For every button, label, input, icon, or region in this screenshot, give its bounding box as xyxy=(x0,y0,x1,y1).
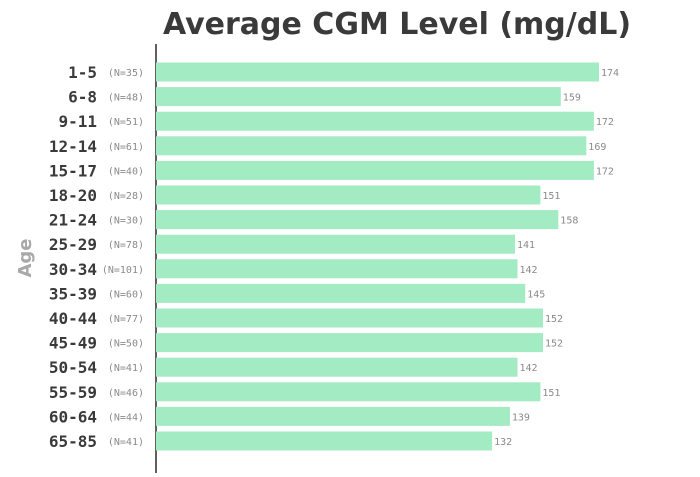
category-label-15-17: 15-17 xyxy=(49,161,97,180)
category-label-65-85: 65-85 xyxy=(49,432,97,451)
category-label-30-34: 30-34 xyxy=(49,260,97,279)
category-label-18-20: 18-20 xyxy=(49,186,97,205)
value-label-1-5: 174 xyxy=(601,68,619,79)
count-label-21-24: (N=30) xyxy=(108,216,144,227)
bar-35-39 xyxy=(156,283,526,303)
count-label-18-20: (N=28) xyxy=(108,191,144,202)
value-label-25-29: 141 xyxy=(517,240,535,251)
count-label-30-34: (N=101) xyxy=(102,265,144,276)
count-label-25-29: (N=78) xyxy=(108,240,144,251)
category-label-50-54: 50-54 xyxy=(49,358,97,377)
count-label-60-64: (N=44) xyxy=(108,412,144,423)
bar-18-20 xyxy=(156,185,541,205)
count-label-40-44: (N=77) xyxy=(108,314,144,325)
count-label-1-5: (N=35) xyxy=(108,68,144,79)
count-label-12-14: (N=61) xyxy=(108,142,144,153)
value-label-15-17: 172 xyxy=(596,166,614,177)
category-label-1-5: 1-5 xyxy=(68,63,97,82)
value-label-50-54: 142 xyxy=(520,363,538,374)
category-label-25-29: 25-29 xyxy=(49,235,97,254)
count-label-6-8: (N=48) xyxy=(108,93,144,104)
bar-45-49 xyxy=(156,333,543,353)
value-label-40-44: 152 xyxy=(545,314,563,325)
y-axis-label: Age xyxy=(15,238,36,277)
bar-50-54 xyxy=(156,357,518,377)
bar-30-34 xyxy=(156,259,518,279)
category-label-60-64: 60-64 xyxy=(49,407,97,426)
bar-25-29 xyxy=(156,234,515,254)
value-label-12-14: 169 xyxy=(588,142,606,153)
category-label-9-11: 9-11 xyxy=(58,112,97,131)
count-label-65-85: (N=41) xyxy=(108,437,144,448)
category-label-40-44: 40-44 xyxy=(49,309,97,328)
count-label-45-49: (N=50) xyxy=(108,339,144,350)
value-label-45-49: 152 xyxy=(545,339,563,350)
bar-15-17 xyxy=(156,160,594,180)
value-label-35-39: 145 xyxy=(527,289,545,300)
bar-60-64 xyxy=(156,406,510,426)
value-label-21-24: 158 xyxy=(560,216,578,227)
count-label-50-54: (N=41) xyxy=(108,363,144,374)
count-label-55-59: (N=46) xyxy=(108,388,144,399)
value-label-30-34: 142 xyxy=(520,265,538,276)
value-label-9-11: 172 xyxy=(596,117,614,128)
category-label-45-49: 45-49 xyxy=(49,334,97,353)
category-label-55-59: 55-59 xyxy=(49,383,97,402)
count-label-35-39: (N=60) xyxy=(108,289,144,300)
value-label-18-20: 151 xyxy=(542,191,560,202)
bar-6-8 xyxy=(156,87,561,107)
category-label-21-24: 21-24 xyxy=(49,211,97,230)
bar-65-85 xyxy=(156,431,493,451)
category-label-6-8: 6-8 xyxy=(68,88,97,107)
bar-55-59 xyxy=(156,382,541,402)
count-label-15-17: (N=40) xyxy=(108,166,144,177)
bar-12-14 xyxy=(156,136,587,156)
chart-title: Average CGM Level (mg/dL) xyxy=(163,7,631,42)
bar-9-11 xyxy=(156,111,594,131)
category-label-12-14: 12-14 xyxy=(49,137,97,156)
value-label-60-64: 139 xyxy=(512,412,530,423)
bar-1-5 xyxy=(156,62,599,82)
category-label-35-39: 35-39 xyxy=(49,284,97,303)
value-label-6-8: 159 xyxy=(563,93,581,104)
count-label-9-11: (N=51) xyxy=(108,117,144,128)
bar-40-44 xyxy=(156,308,543,328)
value-label-55-59: 151 xyxy=(542,388,560,399)
value-label-65-85: 132 xyxy=(494,437,512,448)
bars-layer: 174 1-5 (N=35) 159 6-8 (N=48) 172 9-11 (N=51) 169… xyxy=(49,62,619,451)
bar-21-24 xyxy=(156,210,559,230)
